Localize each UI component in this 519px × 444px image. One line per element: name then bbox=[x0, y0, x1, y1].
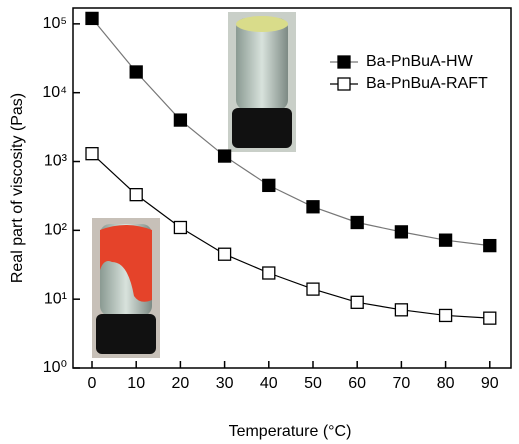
vial-photo-raft bbox=[92, 218, 160, 358]
x-tick-label: 90 bbox=[481, 375, 499, 392]
data-point bbox=[395, 226, 407, 238]
x-tick-label: 60 bbox=[348, 375, 366, 392]
data-point bbox=[130, 66, 142, 78]
data-point bbox=[174, 221, 186, 233]
legend-marker bbox=[338, 56, 350, 68]
data-point bbox=[219, 248, 231, 260]
x-tick-label: 10 bbox=[127, 375, 145, 392]
data-point bbox=[174, 114, 186, 126]
data-point bbox=[440, 309, 452, 321]
y-tick-label: 10² bbox=[44, 222, 68, 239]
data-point bbox=[484, 240, 496, 252]
chart: Temperature (°C) Real part of viscosity … bbox=[0, 0, 519, 444]
x-tick-label: 70 bbox=[392, 375, 410, 392]
x-tick-label: 80 bbox=[437, 375, 455, 392]
data-point bbox=[484, 312, 496, 324]
y-tick-label: 10¹ bbox=[44, 290, 67, 307]
x-tick-label: 40 bbox=[260, 375, 278, 392]
legend-label: Ba-PnBuA-RAFT bbox=[366, 75, 488, 92]
y-tick-label: 10³ bbox=[44, 153, 68, 170]
x-tick-label: 30 bbox=[216, 375, 234, 392]
data-point bbox=[86, 148, 98, 160]
data-point bbox=[351, 296, 363, 308]
data-point bbox=[395, 304, 407, 316]
x-tick-label: 50 bbox=[304, 375, 322, 392]
data-point bbox=[307, 283, 319, 295]
x-tick-label: 0 bbox=[88, 375, 97, 392]
x-tick-label: 20 bbox=[172, 375, 190, 392]
data-point bbox=[351, 217, 363, 229]
y-tick-label: 10⁰ bbox=[43, 359, 67, 376]
y-tick-label: 10⁵ bbox=[43, 15, 67, 32]
data-point bbox=[307, 201, 319, 213]
data-point bbox=[219, 150, 231, 162]
legend-label: Ba-PnBuA-HW bbox=[366, 53, 474, 70]
y-axis-title: Real part of viscosity (Pas) bbox=[9, 93, 26, 283]
data-point bbox=[263, 179, 275, 191]
x-axis-title: Temperature (°C) bbox=[229, 423, 352, 440]
legend-marker bbox=[338, 78, 350, 90]
data-point bbox=[130, 189, 142, 201]
data-point bbox=[263, 267, 275, 279]
vial-photo-hw bbox=[228, 12, 296, 152]
y-tick-label: 10⁴ bbox=[42, 84, 67, 101]
data-point bbox=[86, 12, 98, 24]
data-point bbox=[440, 234, 452, 246]
